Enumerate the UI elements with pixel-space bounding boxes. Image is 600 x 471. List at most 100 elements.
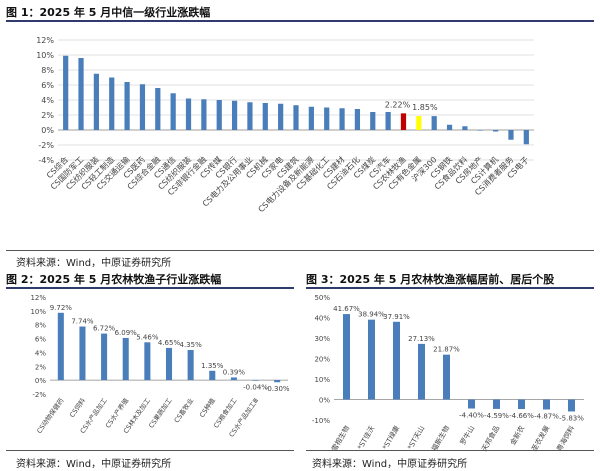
chart3-ytick-label: 30%: [314, 335, 330, 343]
chart2-value-label: 4.65%: [158, 339, 181, 347]
chart1-bar: [170, 93, 176, 130]
chart2-value-label: 1.35%: [201, 362, 224, 370]
chart3-ytick-label: 50%: [314, 294, 330, 302]
chart3-category-label: *ST佳沃: [355, 424, 376, 451]
chart1-bar: [508, 130, 514, 140]
chart2-bar: [230, 377, 237, 381]
figure1-top-rule: [6, 20, 594, 22]
chart3-bar: [518, 399, 525, 410]
chart3-value-label: 21.87%: [433, 346, 460, 354]
chart2-value-label: -0.04%: [243, 383, 268, 391]
chart2-category-label: CS种植: [197, 396, 217, 419]
chart2-bar: [57, 312, 64, 381]
chart1-bar: [370, 112, 376, 130]
chart1-bar: [385, 112, 391, 130]
chart2-value-label: 6.72%: [93, 325, 116, 333]
chart3-category-label: *ST绿康: [380, 424, 401, 451]
chart1-bar: [231, 100, 238, 130]
figure2-title: 图 2：2025 年 5 月农林牧渔子行业涨跌幅: [6, 273, 222, 286]
chart1-ytick-label: 6%: [41, 81, 54, 90]
chart2-ytick-label: 12%: [30, 294, 46, 302]
chart3-ytick-label: 20%: [314, 356, 330, 364]
chart3-bar: [393, 321, 400, 400]
chart3-bar: [468, 399, 475, 409]
chart3-category-label: 金新农: [508, 424, 526, 447]
chart1-bar: [523, 130, 529, 145]
chart1-ytick-label: -4%: [38, 156, 54, 165]
chart2-ytick-label: 10%: [30, 308, 46, 316]
chart3-value-label: -4.87%: [534, 412, 559, 420]
chart3-ytick-label: 10%: [314, 376, 330, 384]
chart2-bar: [274, 380, 281, 383]
chart2-ytick-label: -2%: [32, 391, 46, 399]
chart1-bar: [339, 108, 345, 130]
chart1-bar: [78, 58, 84, 130]
chart3-ytick-label: -10%: [312, 417, 330, 425]
chart2-value-label: 7.74%: [71, 318, 94, 326]
chart2-ytick-label: 2%: [35, 363, 46, 371]
chart1-bar: [185, 98, 192, 130]
chart3-value-label: 27.13%: [408, 335, 435, 343]
chart3-bar: [568, 399, 575, 412]
chart1-bar: [109, 77, 115, 130]
figure2-top-rule: [6, 287, 294, 289]
chart2-bar: [252, 380, 259, 381]
chart1-bar: [262, 103, 268, 130]
chart1-bar: [324, 107, 330, 130]
chart1-bar: [462, 126, 468, 130]
chart2-value-label: 5.46%: [136, 333, 159, 341]
figure3-title: 图 3：2025 年 5 月农林牧渔涨幅居前、居后个股: [306, 273, 555, 286]
chart1-value-label: 1.85%: [412, 103, 438, 112]
figure1-bottom-rule: [6, 250, 594, 251]
chart1-value-label: 2.22%: [385, 100, 411, 109]
chart3-bar: [343, 314, 350, 400]
chart1-bar: [124, 82, 130, 130]
chart3-bar: [418, 343, 425, 400]
chart1-bar: [63, 55, 69, 130]
chart3-category-label: 福斯生物: [429, 424, 451, 453]
chart3-category-label: *ST天山: [405, 424, 426, 451]
chart1-bar: [139, 84, 146, 130]
chart2-bar: [101, 333, 108, 381]
chart1-bar: [201, 99, 207, 130]
chart1-ytick-label: 2%: [41, 111, 54, 120]
chart2-value-label: 6.09%: [115, 329, 138, 337]
chart3-value-label: 37.91%: [383, 313, 410, 321]
chart1-ytick-label: 12%: [36, 36, 54, 45]
chart2-ytick-label: 0%: [35, 377, 46, 385]
chart2-bar: [209, 370, 216, 381]
chart3-category-label: 粤海饲料: [554, 424, 576, 453]
chart2-bar: [187, 350, 194, 381]
chart3-value-label: -5.83%: [559, 414, 584, 422]
chart1-ytick-label: 8%: [41, 66, 54, 75]
figure3-source: 资料来源：Wind，中原证券研究所: [312, 459, 468, 470]
chart3-category-label: 罗牛山: [458, 424, 476, 447]
chart3-bar: [368, 319, 375, 400]
chart1-ytick-label: 4%: [41, 96, 54, 105]
chart2-category-label: CS饲料: [67, 396, 87, 419]
chart1-bar: [155, 88, 161, 130]
figure2-bottom-rule: [6, 450, 294, 451]
chart3-value-label: -4.40%: [459, 412, 484, 420]
chart2-ytick-label: 4%: [35, 349, 46, 357]
figure3-top-rule: [306, 287, 594, 289]
chart1-bar: [416, 116, 422, 130]
chart1-bar: [308, 106, 314, 130]
chart1-bar: [278, 103, 284, 130]
chart3-value-label: -4.66%: [509, 412, 534, 420]
chart2-bar: [122, 337, 129, 381]
chart3-category-label: 雪榕生物: [329, 424, 351, 453]
figure1-source: 资料来源：Wind，中原证券研究所: [16, 258, 172, 269]
chart1-bar: [247, 102, 253, 130]
chart2-value-label: 4.35%: [180, 341, 203, 349]
chart3-value-label: -4.59%: [484, 412, 509, 420]
chart1-ytick-label: -2%: [38, 141, 54, 150]
chart2-ytick-label: 8%: [35, 322, 46, 330]
chart1-bar: [354, 109, 361, 130]
chart2-value-label: 0.39%: [223, 368, 246, 376]
chart1-bar: [477, 130, 483, 131]
chart3-bar: [543, 399, 550, 410]
chart2-value-label: 9.72%: [50, 304, 73, 312]
figure2-source: 资料来源：Wind，中原证券研究所: [16, 459, 172, 470]
